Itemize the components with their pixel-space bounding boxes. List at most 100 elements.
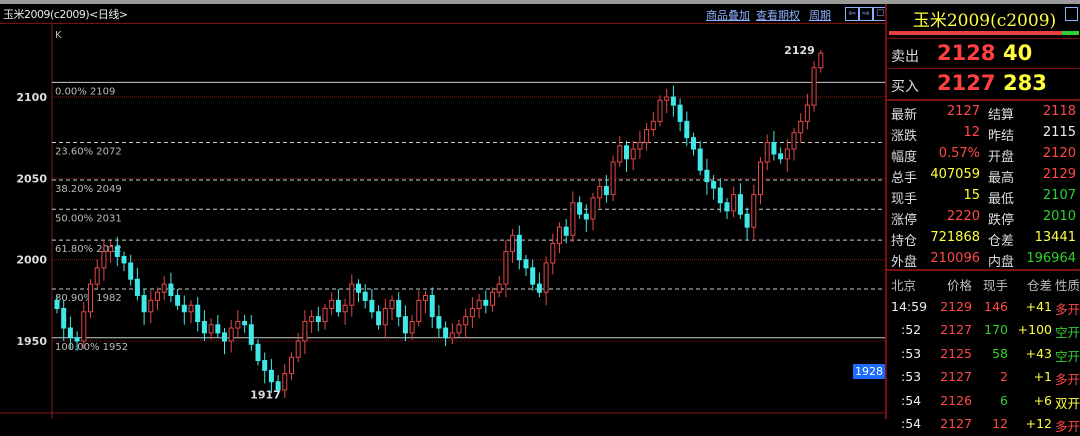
stat-row: 涨跌 12 昨结 2115 [887,122,1080,144]
candle-down [315,306,321,332]
candle-body [61,308,67,329]
candle-body [610,161,616,196]
tick-time: 14:59 [891,298,928,314]
candle-down [242,315,248,333]
candle-down [369,288,375,319]
stat-value: 12 [963,125,980,140]
candle-body [496,283,502,293]
candle-body [590,197,596,220]
candle-body [510,234,516,253]
tick-table[interactable]: 北京 价格 现手 仓差 性质 14:59 2129 146 +41 多开:52 … [887,269,1080,436]
stat-value: 721868 [930,230,980,245]
stat-value: 210096 [930,251,980,266]
candle-up [449,323,455,345]
candle-down [168,272,174,303]
bid-price: 2127 [937,71,996,95]
tick-time: :53 [901,369,922,384]
candle-body [543,262,549,293]
candle-up [791,127,797,161]
tick-row: 14:59 2129 146 +41 多开 [887,295,1080,319]
candle-body [469,308,475,318]
candle-up [751,184,757,239]
scroll-right-icon[interactable]: ⇨ [859,7,873,21]
candle-up [463,308,469,338]
maximize-icon[interactable] [1065,7,1078,21]
candle-body [74,337,80,342]
candle-body [282,373,288,391]
candle-down [175,288,181,311]
candle-body [784,148,790,160]
tick-price: 2127 [940,416,972,431]
candle-body [54,299,60,310]
candle-body [148,299,154,313]
candle-body [436,316,442,329]
fib-label: 38.20% 2049 [55,184,122,195]
candle-body [711,181,717,189]
candle-body [811,67,817,106]
header-volume: 现手 [982,278,1008,293]
candle-body [463,316,469,326]
candle-up [309,310,315,333]
candle-down [396,292,402,327]
candle-up [630,140,636,171]
candle-up [423,290,428,314]
candle-up [416,290,422,327]
candle-up [329,292,335,316]
candle-body [423,294,428,301]
stat-value: 2127 [946,104,980,119]
y-tick-label: 2100 [16,91,47,104]
stat-label: 外盘 [891,255,918,270]
candle-down [335,288,341,317]
stat-row: 最新 2127 结算 2118 [887,101,1080,123]
stats-table: 最新 2127 结算 2118 涨跌 12 昨结 2115 幅度 0.57% 开盘 … [887,99,1080,270]
tick-volume: 2 [1000,369,1008,384]
candle-body [449,332,455,339]
candlestick-chart[interactable]: K 2100 2050 2000 1950 0.00% 2109 23.60% 2072… [0,24,885,419]
candle-body [342,304,348,313]
candle-down [436,305,442,338]
candle-up [342,298,348,325]
candle-up [389,295,395,320]
candle-body [650,120,656,131]
candle-down [356,279,361,303]
candle-body [141,294,147,313]
fib-label: 61.80% 2012 [55,244,122,255]
candle-body [409,321,415,334]
stat-value: 196964 [1026,251,1076,266]
chart-title-bar: 玉米2009(c2009)<日线> 商品叠加 查看期权 周期 ⇦ ⇨ ☐ [0,4,887,24]
candle-body [101,251,107,269]
stat-row: 涨停 2220 跌停 2010 [887,206,1080,228]
candle-down [516,225,522,270]
scroll-left-icon[interactable]: ⇦ [845,7,859,21]
candle-body [704,169,710,183]
tick-price: 2129 [940,298,972,314]
stat-label: 最新 [891,108,918,123]
tick-time: :54 [901,392,922,408]
candle-down [711,175,717,200]
stat-label: 涨停 [891,213,918,228]
buy-sell-ratio-bar [889,31,1079,35]
chart-title: 玉米2009(c2009)<日线> [3,8,128,21]
candle-up [617,136,623,167]
candle-body [262,360,268,371]
panel-title: 玉米2009(c2009) [912,11,1057,31]
candle-up [322,303,328,330]
candle-body [536,283,542,293]
candle-body [563,226,569,236]
candle-body [67,327,73,339]
candle-down [771,131,777,161]
header-nature: 性质 [1054,278,1080,293]
candle-body [443,327,449,339]
view-options-link[interactable]: 查看期权 [756,9,800,22]
overlay-commodity-link[interactable]: 商品叠加 [706,9,750,22]
buy-ratio-fill [889,31,1062,35]
ask-row: 卖出 2128 40 [887,38,1080,68]
stat-label: 开盘 [988,150,1015,165]
candle-body [416,299,422,323]
candle-down [67,316,73,350]
candle-down [114,236,120,267]
tick-row: :54 2127 12 +12 多开 [887,412,1080,436]
candle-body [215,324,221,334]
candle-up [208,318,214,340]
period-link[interactable]: 周期 [809,9,831,22]
